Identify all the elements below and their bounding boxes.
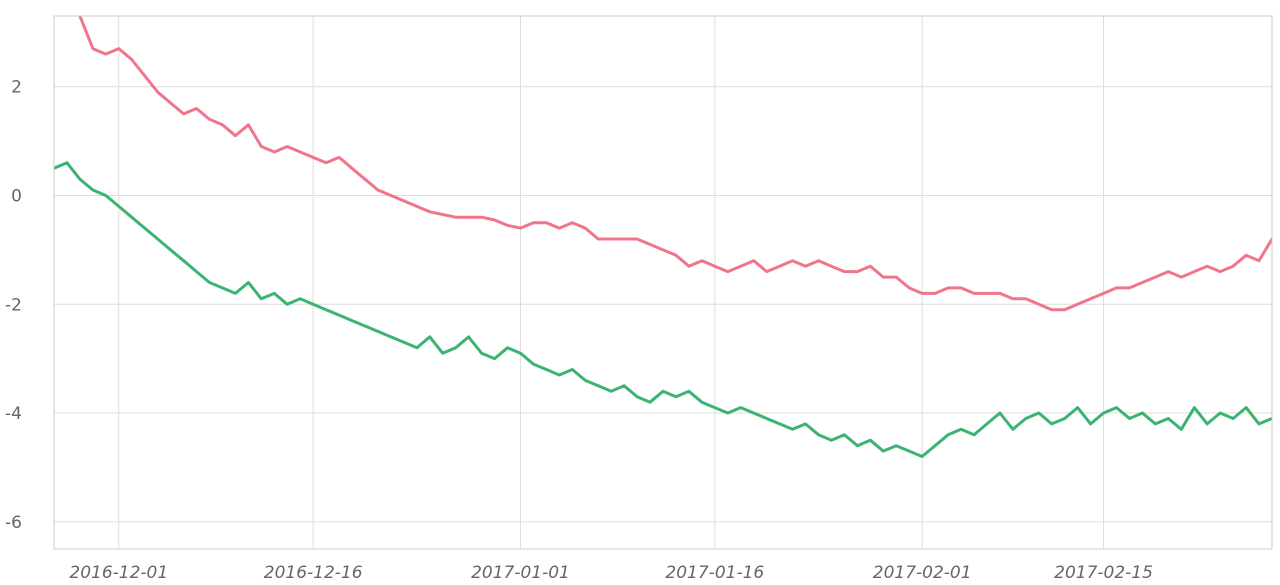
x-tick-label: 2017-02-01 [873,563,972,583]
x-tick-label: 2017-01-01 [471,563,570,583]
series-line-2 [54,161,1272,458]
y-axis-ticks: 2 0 -2 -4 -6 [5,78,22,533]
y-tick-label: -4 [5,404,22,424]
series-line-1 [78,16,1272,312]
x-tick-label: 2017-01-16 [665,563,764,583]
y-tick-label: 2 [11,78,22,98]
plot-border [53,15,1273,550]
x-tick-label: 2016-12-16 [264,563,363,583]
x-tick-label: 2016-12-01 [69,563,168,583]
x-tick-label: 2017-02-15 [1054,563,1153,583]
x-axis-ticks: 2016-12-01 2016-12-16 2017-01-01 2017-01-16… [69,563,1153,583]
grid [54,16,1272,549]
y-tick-label: 0 [11,186,22,206]
y-tick-label: -2 [5,295,22,315]
y-tick-label: -6 [5,513,22,533]
series-lines [54,16,1272,458]
